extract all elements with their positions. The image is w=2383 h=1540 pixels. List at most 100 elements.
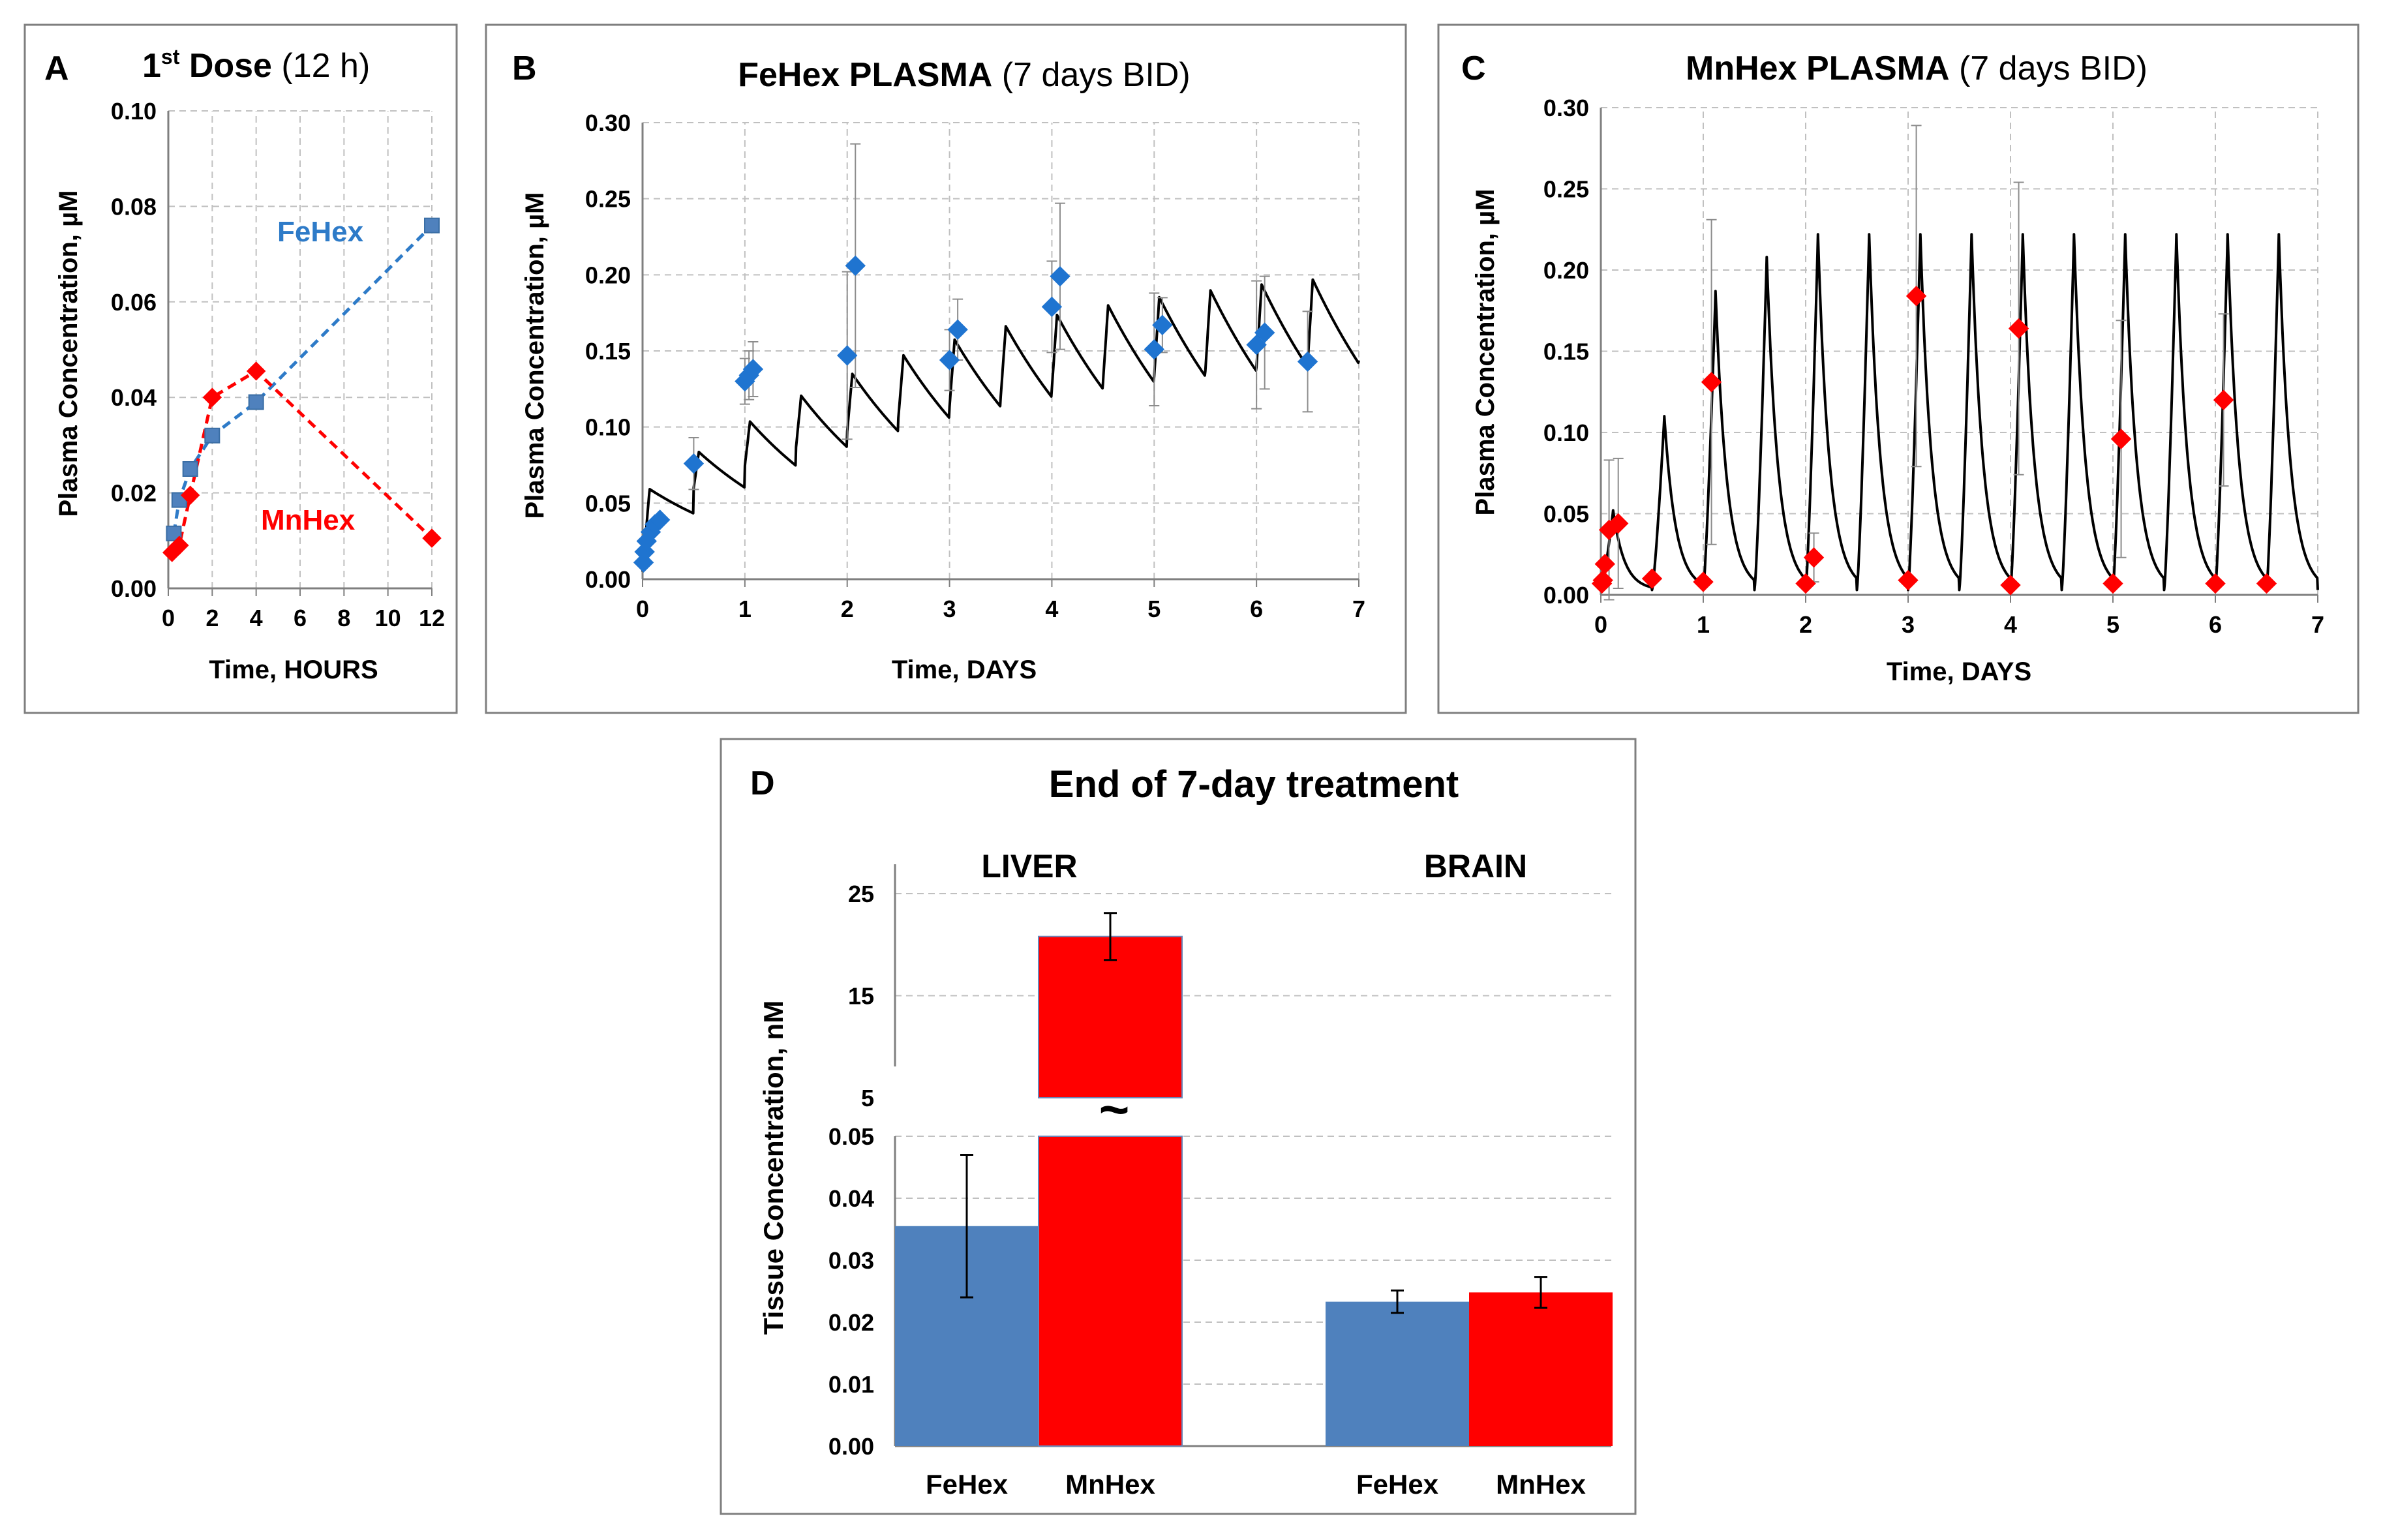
panel-d-lower-ytick-label: 0.01 bbox=[828, 1371, 874, 1398]
panel-c-plot bbox=[1591, 125, 2319, 601]
panel-c-xtick-label: 3 bbox=[1902, 611, 1915, 638]
panel-b-data-point bbox=[1152, 314, 1173, 336]
panel-b-xtick-label: 0 bbox=[636, 596, 649, 622]
panel-b-title-bold: FeHex PLASMA bbox=[738, 56, 992, 94]
panel-a-xtick-label: 6 bbox=[294, 605, 307, 631]
panel-b-xlabel: Time, DAYS bbox=[892, 656, 1037, 684]
panel-c-xtick-label: 1 bbox=[1697, 611, 1710, 638]
panel-c-data-point bbox=[1795, 573, 1816, 594]
panel-c-data-point bbox=[1592, 569, 1613, 591]
panel-d-category-label: MnHex bbox=[1065, 1469, 1155, 1500]
panel-a-ytick-label: 0.00 bbox=[111, 575, 157, 602]
panel-a-xtick-label: 0 bbox=[162, 605, 175, 631]
panel-b-title-plain: (7 days BID) bbox=[992, 56, 1190, 94]
panel-d-bars bbox=[895, 912, 1613, 1447]
panel-a-point-fehex bbox=[182, 461, 198, 477]
panel-a: A 1st Dose (12 h) 0.000.020.040.060.080.… bbox=[23, 23, 458, 714]
panel-c: C MnHex PLASMA (7 days BID) 0.00 0.05 0.10… bbox=[1437, 23, 2360, 714]
panel-d-title: End of 7-day treatment bbox=[1049, 763, 1459, 806]
panel-c-title-plain: (7 days BID) bbox=[1950, 50, 2148, 87]
panel-c-model-curve bbox=[1600, 233, 2319, 592]
panel-d-bar-liver-mnhex-upper bbox=[1038, 935, 1183, 1098]
panel-d-category-label: FeHex bbox=[926, 1469, 1009, 1500]
panel-a-point-fehex bbox=[248, 394, 264, 410]
panel-c-xtick-label: 5 bbox=[2106, 611, 2119, 638]
panel-a-point-fehex bbox=[204, 427, 220, 444]
panel-c-grid bbox=[1601, 107, 2318, 595]
panel-a-letter: A bbox=[44, 50, 69, 87]
panel-c-frame bbox=[1437, 23, 2360, 714]
panel-c-title: MnHex PLASMA (7 days BID) bbox=[1686, 50, 2148, 87]
panel-b-xtick-label: 4 bbox=[1045, 596, 1058, 622]
panel-a-xtick-label: 8 bbox=[337, 605, 350, 631]
panel-d-frame bbox=[720, 738, 1637, 1515]
panel-d-letter: D bbox=[750, 764, 775, 802]
panel-b: B FeHex PLASMA (7 days BID) 0.00 0.05 0.10… bbox=[485, 23, 1407, 714]
panel-c-xlabel: Time, DAYS bbox=[1887, 657, 2031, 686]
panel-a-title: 1st Dose (12 h) bbox=[142, 45, 370, 85]
panel-d-upper-ytick-label: 15 bbox=[848, 983, 874, 1010]
panel-a-title-sup: st bbox=[161, 45, 180, 68]
panel-c-data-point bbox=[2213, 389, 2234, 410]
panel-c-xtick-label: 4 bbox=[2004, 611, 2017, 638]
panel-a-ytick-label: 0.02 bbox=[111, 480, 157, 507]
panel-b-xtick-label: 5 bbox=[1147, 596, 1161, 622]
panel-b-xtick-label: 1 bbox=[738, 596, 751, 622]
panel-a-plot bbox=[162, 217, 442, 562]
panel-a-point-mnhex bbox=[202, 387, 222, 407]
panel-b-ytick-label: 0.10 bbox=[585, 414, 631, 441]
panel-b-data-point bbox=[649, 509, 671, 530]
panel-a-xtick-label: 12 bbox=[419, 605, 445, 631]
panel-b-model-curve bbox=[641, 278, 1360, 572]
panel-b-ytick-label: 0.25 bbox=[585, 186, 631, 213]
panel-d-upper-ytick-label: 5 bbox=[861, 1085, 874, 1111]
panel-c-xtick-label: 6 bbox=[2209, 611, 2222, 638]
panel-d-lower-ytick-label: 0.00 bbox=[828, 1433, 874, 1460]
panel-b-ytick-label: 0.00 bbox=[585, 566, 631, 593]
panel-c-data-point bbox=[2205, 573, 2226, 594]
panel-b-xtick-label: 6 bbox=[1250, 596, 1263, 622]
panel-b-plot bbox=[633, 143, 1360, 573]
panel-a-ytick-label: 0.08 bbox=[111, 193, 157, 220]
panel-a-point-fehex bbox=[166, 525, 182, 541]
panel-a-point-mnhex bbox=[180, 485, 200, 505]
panel-c-letter: C bbox=[1461, 50, 1486, 87]
panel-d-bar-liver-mnhex-lower bbox=[1038, 1136, 1183, 1447]
panel-c-data-point bbox=[1693, 571, 1714, 592]
panel-c-data-point bbox=[2102, 573, 2123, 594]
panel-d-bar-brain-mnhex bbox=[1469, 1292, 1613, 1446]
panel-a-title-bold: 1 bbox=[142, 47, 161, 85]
panel-c-ytick-label: 0.25 bbox=[1543, 176, 1589, 203]
panel-a-ytick-label: 0.04 bbox=[111, 384, 157, 411]
panel-a-point-mnhex bbox=[246, 361, 266, 381]
panel-d-group-brain: BRAIN bbox=[1424, 848, 1527, 884]
panel-b-data-point bbox=[1041, 296, 1063, 318]
panel-c-xtick-label: 0 bbox=[1594, 611, 1607, 638]
panel-d-lower-ytick-label: 0.02 bbox=[828, 1309, 874, 1336]
panel-a-ytick-label: 0.06 bbox=[111, 289, 157, 316]
panel-a-axes: 0.00 0.02 0.04 0.06 0.08 0.10 0 2 4 6 8 10 12 bbox=[111, 98, 445, 631]
panel-b-ytick-label: 0.20 bbox=[585, 262, 631, 288]
panel-b-xtick-label: 2 bbox=[841, 596, 854, 622]
panel-b-title: FeHex PLASMA (7 days BID) bbox=[738, 56, 1191, 94]
panel-c-data-point bbox=[1905, 286, 1927, 307]
panel-d-ylabel: Tissue Concentration, nM bbox=[758, 1001, 789, 1335]
panel-c-data-point bbox=[1594, 553, 1615, 575]
panel-b-data-point bbox=[947, 319, 968, 340]
panel-b-data-point bbox=[1254, 322, 1275, 343]
panel-c-ytick-label: 0.20 bbox=[1543, 257, 1589, 284]
panel-c-title-bold: MnHex PLASMA bbox=[1686, 50, 1949, 87]
panel-a-title-bold-rest: Dose bbox=[179, 47, 272, 85]
panel-b-ytick-label: 0.05 bbox=[585, 490, 631, 517]
panel-b-data-point bbox=[1297, 351, 1318, 372]
panel-a-title-plain: (12 h) bbox=[272, 47, 370, 85]
panel-a-series-label-mnhex: MnHex bbox=[261, 504, 356, 536]
panel-a-series-label-fehex: FeHex bbox=[277, 216, 364, 248]
panel-d-upper-ytick-label: 25 bbox=[848, 881, 874, 907]
panel-c-ylabel: Plasma Concentration, µM bbox=[1471, 189, 1500, 516]
panel-b-xtick-label: 7 bbox=[1352, 596, 1365, 622]
panel-c-xtick-label: 7 bbox=[2311, 611, 2324, 638]
panel-d-break-symbol: ~ bbox=[1099, 1080, 1130, 1138]
panel-c-data-point bbox=[2256, 573, 2277, 594]
